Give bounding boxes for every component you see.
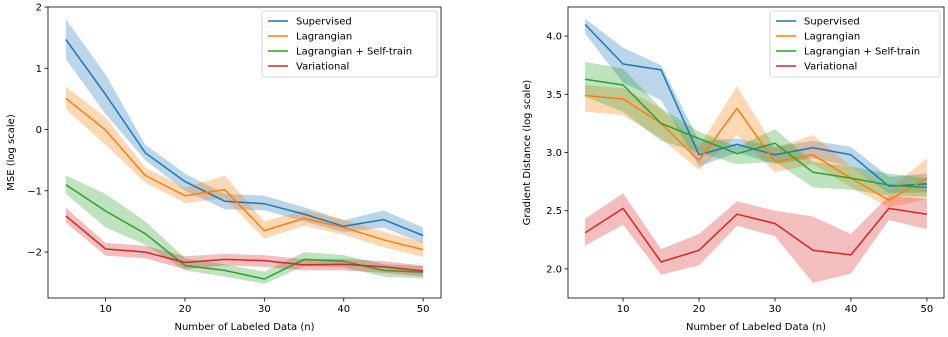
line-variational [584,207,928,263]
x-tick-label: 10 [99,304,112,315]
line-lagrangian [585,94,928,201]
x-tick-label: 40 [337,304,350,315]
legend: Supervised Lagrangian Lagrangian + Self-tr… [769,10,941,78]
chart-panel-1: 10 20 30 40 50 −2 −1 0 1 2 Number of Labeled Data … [6,3,442,333]
line-supervised [584,23,927,188]
x-tick-label: 20 [693,304,706,315]
legend-label-lagrangian: Lagrangian [296,32,352,43]
band-lagrangian-self-train [585,61,927,197]
y-axis-label: MSE (log scale) [6,114,17,191]
y-tick-label: 2 [36,3,42,14]
x-tick-label: 20 [179,304,192,315]
band-lagrangian [65,86,424,257]
y-tick-label: 3.0 [546,148,562,159]
chart-panel-2: 10 20 30 40 50 2.0 2.5 3.0 3.5 4.0 Number of Label… [522,6,945,333]
line-lagrangian [65,97,424,251]
legend-box [769,10,941,78]
line-lagrangian-self-train [584,78,927,189]
x-axis-label: Number of Labeled Data (n) [686,322,826,333]
line-variational [65,215,424,272]
x-tick-label: 30 [258,304,271,315]
legend-label-variational: Variational [804,62,857,73]
y-tick-label: 0 [36,125,42,136]
y-tick-label: 4.0 [546,32,562,43]
y-tick-label: 2.0 [546,264,562,275]
legend-label-lagrangian-self-train: Lagrangian + Self-train [804,47,920,58]
band-supervised [585,18,927,194]
legend-box [261,10,438,78]
x-tick-label: 10 [617,304,630,315]
legend-label-lagrangian: Lagrangian [804,32,860,43]
y-tick-label: 3.5 [546,90,562,101]
y-tick-label: −2 [27,248,42,259]
legend-label-variational: Variational [296,62,349,73]
y-tick-label: −1 [27,186,42,197]
band-variational [65,207,424,277]
x-axis-label: Number of Labeled Data (n) [174,322,314,333]
x-tick-label: 50 [921,304,934,315]
legend-label-supervised: Supervised [296,17,352,28]
legend-label-supervised: Supervised [804,17,860,28]
legend-label-lagrangian-self-train: Lagrangian + Self-train [296,47,412,58]
legend: Supervised Lagrangian Lagrangian + Self-tr… [261,10,438,78]
x-tick-label: 50 [417,304,430,315]
y-axis-label: Gradient Distance (log scale) [522,80,533,226]
y-tick-label: 1 [36,64,42,75]
x-tick-label: 40 [845,304,858,315]
band-variational [585,193,927,283]
y-tick-label: 2.5 [546,206,562,217]
line-supervised [65,39,424,237]
plot-frame [47,6,442,299]
x-tick-label: 30 [769,304,782,315]
band-lagrangian-self-train [65,175,424,284]
